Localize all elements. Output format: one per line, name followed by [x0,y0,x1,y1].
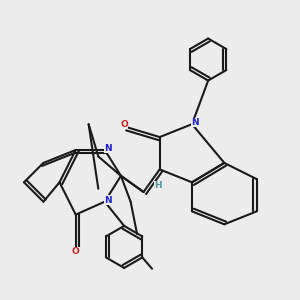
Text: N: N [104,196,112,205]
Text: O: O [72,247,80,256]
Text: N: N [104,144,112,153]
Text: O: O [120,120,128,129]
Text: N: N [191,118,199,127]
Text: H: H [154,181,162,190]
